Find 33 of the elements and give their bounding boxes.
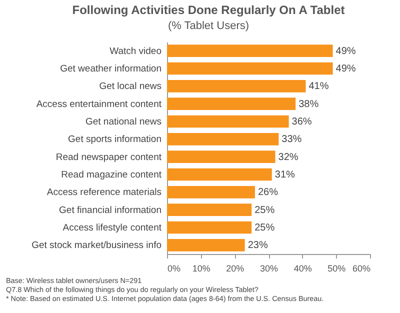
data-label: 32% — [278, 152, 298, 163]
data-label: 49% — [336, 64, 356, 74]
y-tick-label: Get local news — [99, 81, 162, 92]
data-label: 36% — [292, 116, 312, 128]
y-tick-label: Read magazine content — [61, 170, 162, 180]
y-tick-label: Access entertainment content — [36, 98, 162, 110]
x-tick-label: 50% — [328, 264, 346, 274]
chart-subtitle: (% Tablet Users) — [168, 20, 250, 32]
y-tick-label: Get financial information — [59, 204, 162, 216]
x-tick-label: 10% — [192, 264, 210, 274]
data-label: 41% — [308, 81, 329, 92]
data-label: 38% — [298, 98, 319, 110]
data-label: 49% — [336, 46, 356, 57]
y-tick-label: Get sports information — [68, 134, 162, 146]
x-tick-label: 0% — [168, 264, 181, 274]
x-tick-label: 20% — [226, 264, 244, 274]
y-tick-label: Watch video — [110, 46, 162, 57]
y-tick-label: Read newspaper content — [56, 152, 162, 163]
y-tick-label: Get stock market/business info — [32, 240, 162, 252]
data-label: 23% — [248, 240, 268, 252]
x-tick-label: 60% — [352, 264, 370, 274]
chart-title: Following Activities Done Regularly On A Tablet — [72, 3, 345, 17]
data-label: 33% — [282, 134, 302, 146]
data-label: 25% — [254, 204, 275, 216]
y-tick-label: Access lifestyle content — [62, 222, 162, 234]
data-label: 25% — [254, 222, 275, 234]
y-tick-label: Get weather information — [60, 64, 162, 74]
data-label: 26% — [258, 187, 278, 198]
data-label: 31% — [274, 170, 296, 180]
y-tick-label: Access reference materials — [46, 187, 162, 198]
x-tick-label: 30% — [260, 264, 278, 274]
y-tick-label: Get national news — [85, 116, 162, 128]
x-tick-label: 40% — [294, 264, 312, 274]
